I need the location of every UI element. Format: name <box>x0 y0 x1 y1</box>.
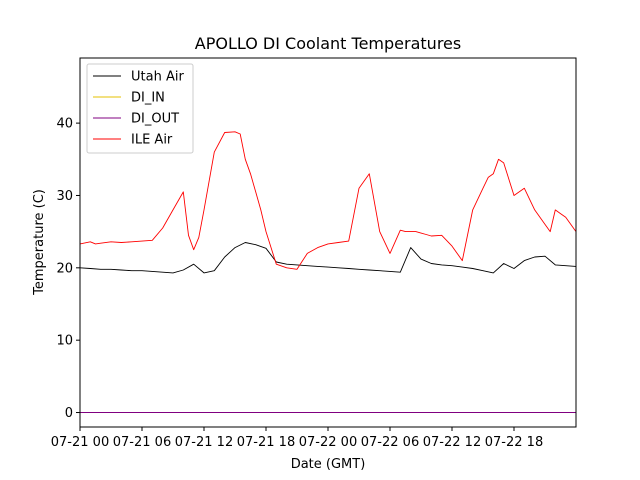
series-layer <box>80 131 576 413</box>
y-tick-label: 30 <box>56 189 73 204</box>
chart-title: APOLLO DI Coolant Temperatures <box>195 34 461 53</box>
y-axis-label: Temperature (C) <box>32 189 47 296</box>
y-tick-label: 10 <box>56 334 73 349</box>
plot-area <box>79 57 577 428</box>
y-tick-label: 40 <box>56 117 73 132</box>
legend: Utah Air DI_IN DI_OUT ILE Air <box>86 63 194 154</box>
x-tick-label: 07-21 06 <box>113 435 171 450</box>
x-axis: 07-21 00 07-21 06 07-21 12 07-21 18 07-22 00… <box>51 427 543 450</box>
y-tick-label: 0 <box>65 406 73 421</box>
x-tick-label: 07-22 06 <box>361 435 419 450</box>
legend-label: DI_OUT <box>131 112 179 127</box>
legend-label: Utah Air <box>131 70 184 85</box>
x-tick-label: 07-22 12 <box>423 435 481 450</box>
y-axis: 0 10 20 30 40 <box>56 117 80 421</box>
series-line-ile-air <box>80 131 576 270</box>
legend-label: DI_IN <box>131 91 165 106</box>
x-axis-label: Date (GMT) <box>291 457 366 472</box>
legend-entries: Utah Air DI_IN DI_OUT ILE Air <box>93 70 184 148</box>
y-tick-label: 20 <box>56 261 73 276</box>
x-tick-label: 07-22 18 <box>485 435 543 450</box>
x-tick-label: 07-21 12 <box>175 435 233 450</box>
x-tick-label: 07-21 00 <box>51 435 109 450</box>
x-tick-label: 07-22 00 <box>299 435 357 450</box>
legend-box <box>86 63 194 154</box>
legend-label: ILE Air <box>131 133 173 148</box>
series-line-utah-air <box>80 242 576 274</box>
x-tick-label: 07-21 18 <box>237 435 295 450</box>
